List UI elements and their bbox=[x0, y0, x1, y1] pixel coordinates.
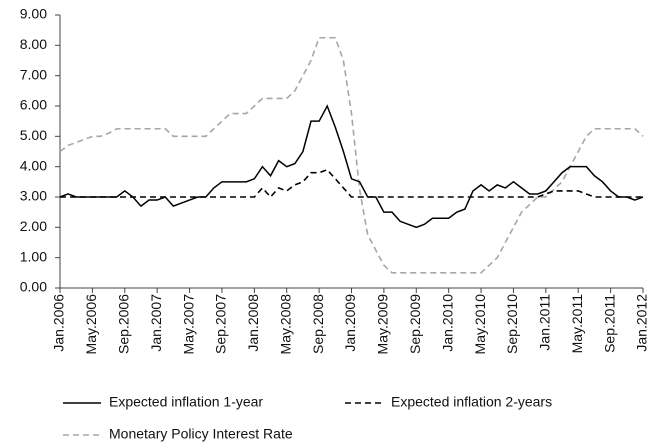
x-tick-label: May.2008 bbox=[277, 294, 293, 355]
x-tick-label: Sep.2006 bbox=[115, 294, 131, 354]
y-tick-label: 4.00 bbox=[20, 157, 47, 173]
y-tick-label: 3.00 bbox=[20, 188, 47, 204]
x-tick-label: Jan.2012 bbox=[634, 294, 650, 352]
x-tick-label: May.2010 bbox=[472, 294, 488, 355]
y-tick-label: 7.00 bbox=[20, 66, 47, 82]
x-tick-label: Jan.2009 bbox=[342, 294, 358, 352]
x-tick-label: Jan.2010 bbox=[439, 294, 455, 352]
x-tick-label: May.2007 bbox=[180, 294, 196, 355]
x-tick-label: May.2011 bbox=[569, 294, 585, 354]
y-tick-label: 6.00 bbox=[20, 97, 47, 113]
x-tick-label: Jan.2008 bbox=[245, 294, 261, 352]
series-line bbox=[59, 104, 644, 229]
x-tick-label: May.2006 bbox=[83, 294, 99, 355]
x-tick-label: Sep.2011 bbox=[601, 294, 617, 353]
series-line bbox=[59, 36, 644, 274]
y-tick-label: 9.00 bbox=[20, 6, 47, 22]
x-tick-label: Jan.2007 bbox=[148, 294, 164, 352]
legend-label: Expected inflation 1-year bbox=[109, 394, 263, 410]
x-tick-label: Sep.2007 bbox=[213, 294, 229, 354]
y-tick-label: 0.00 bbox=[20, 279, 47, 295]
y-tick-label: 1.00 bbox=[20, 248, 47, 264]
y-tick-label: 2.00 bbox=[20, 218, 47, 234]
x-tick-label: Jan.2011 bbox=[537, 294, 553, 351]
y-tick-label: 5.00 bbox=[20, 127, 47, 143]
legend-label: Expected inflation 2-years bbox=[391, 394, 552, 410]
legend-label: Monetary Policy Interest Rate bbox=[109, 426, 293, 442]
x-tick-label: Sep.2010 bbox=[504, 294, 520, 354]
x-tick-label: Jan.2006 bbox=[51, 294, 67, 352]
y-tick-label: 8.00 bbox=[20, 36, 47, 52]
x-tick-label: Sep.2009 bbox=[407, 294, 423, 354]
series-line bbox=[60, 168, 643, 199]
x-tick-label: May.2009 bbox=[375, 294, 391, 355]
x-tick-label: Sep.2008 bbox=[310, 294, 326, 354]
